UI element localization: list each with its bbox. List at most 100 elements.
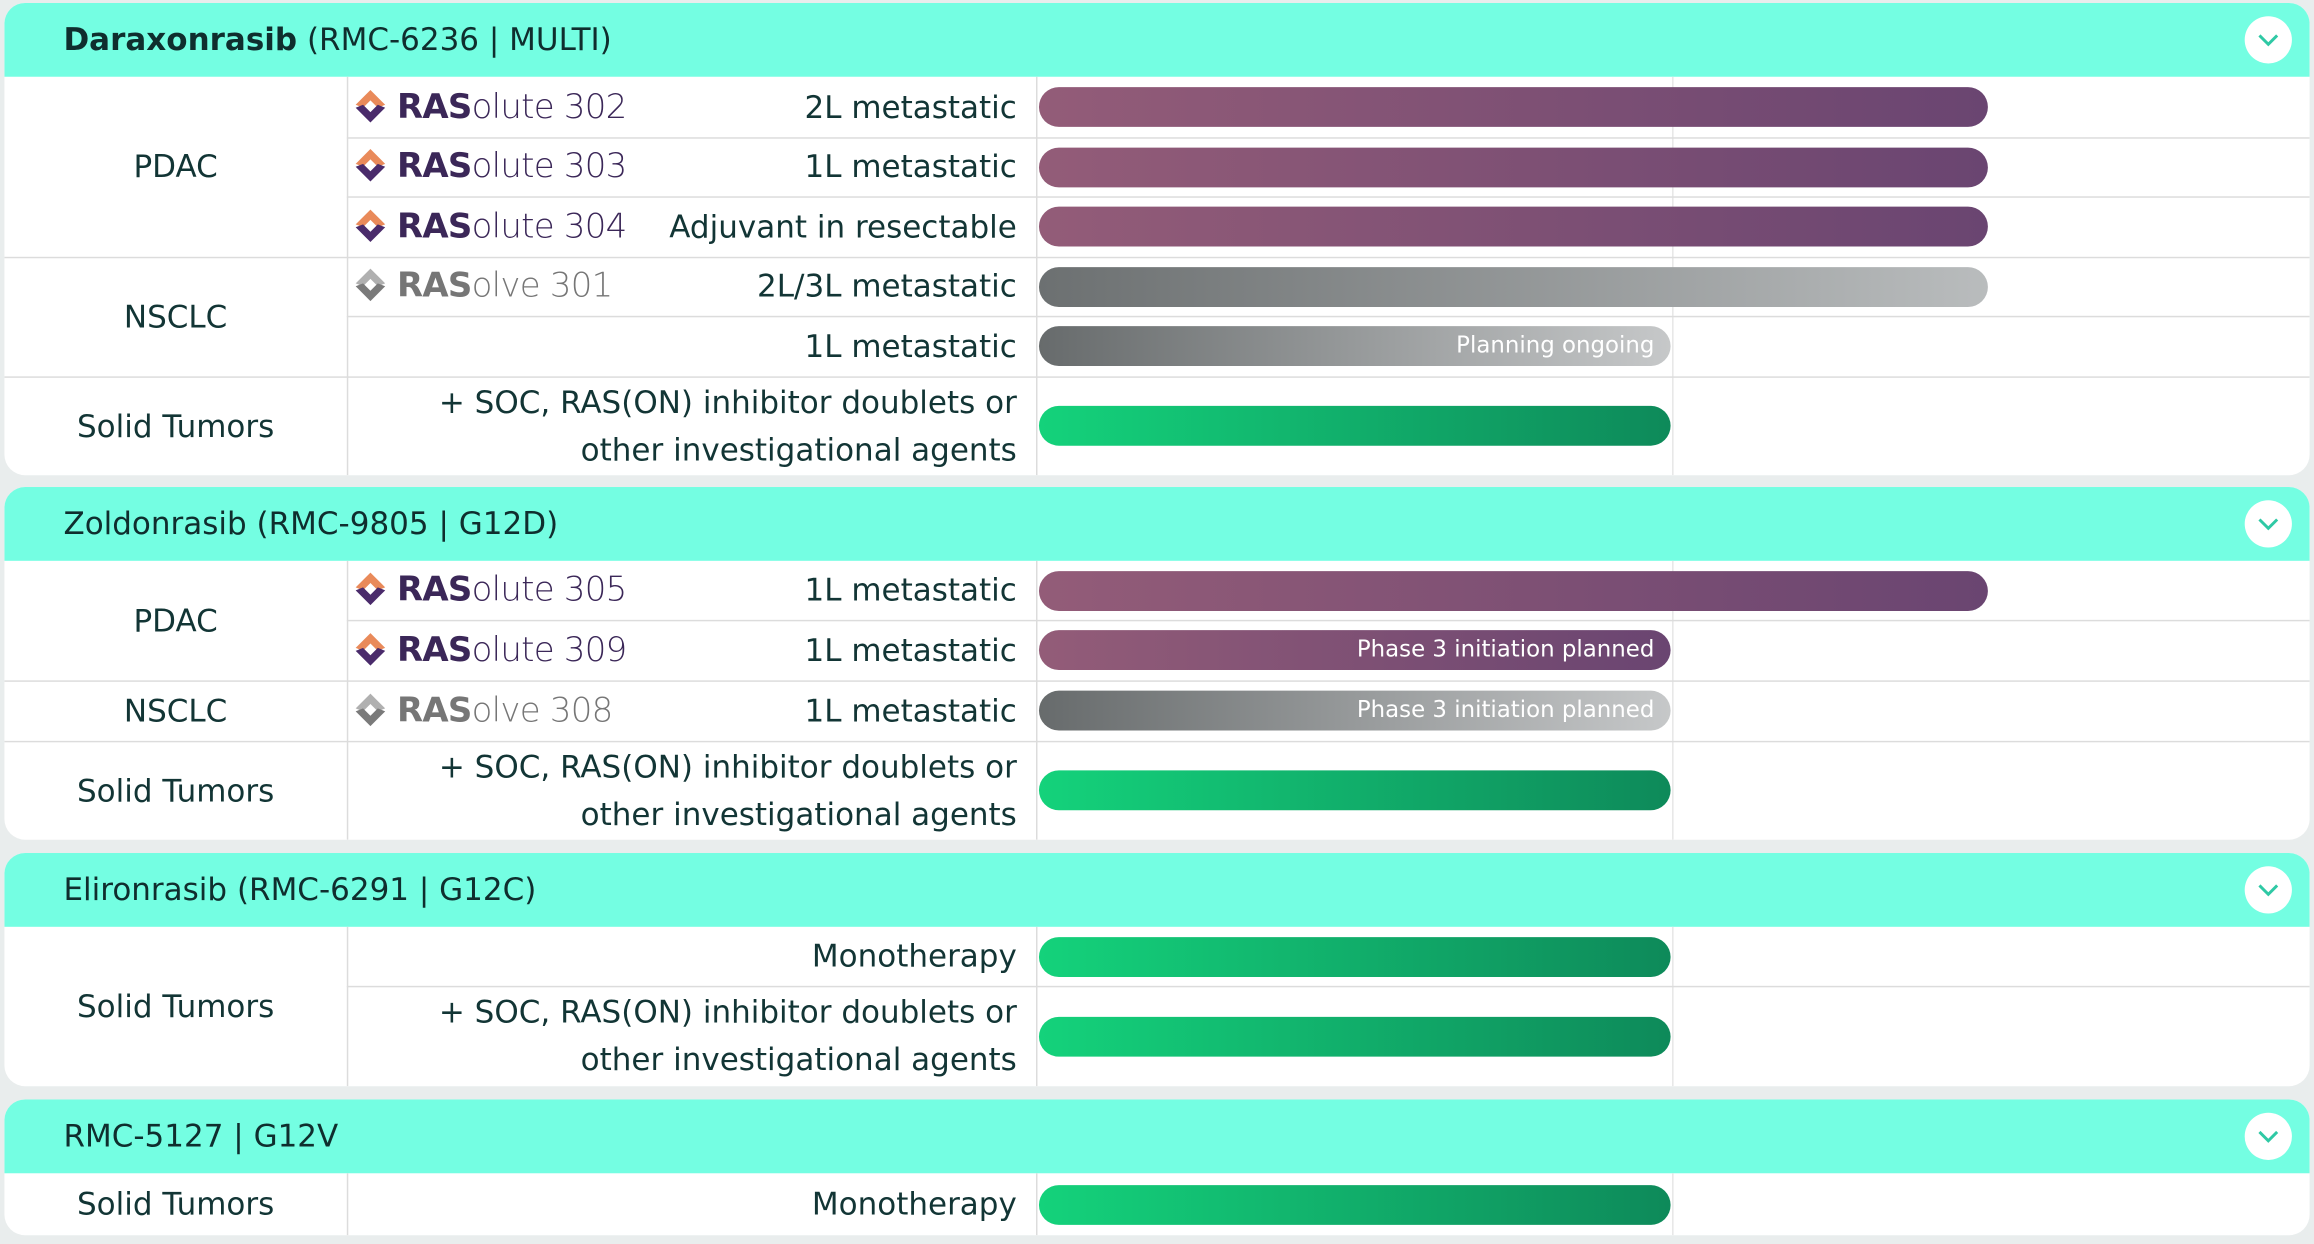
- setting: Monotherapy: [359, 927, 1017, 986]
- progress-bar: [1038, 1184, 1671, 1225]
- chevron: [2258, 1130, 2279, 1143]
- bar-label: Phase 3 initiation planned: [1356, 636, 1655, 663]
- logo-part: [355, 572, 386, 591]
- trial: RAS olute 304: [353, 196, 627, 257]
- trial-name: olute 305: [471, 571, 628, 610]
- progress-bar: [1038, 206, 1988, 247]
- trial-brand: RAS: [396, 267, 472, 306]
- trial-logo: [355, 89, 386, 122]
- chevron: [2258, 33, 2279, 46]
- trial-name: olve 301: [471, 267, 614, 306]
- progress-bar: [1038, 936, 1671, 977]
- trial-logo: [355, 572, 386, 606]
- setting-line: other investigational agents: [580, 431, 1017, 468]
- setting-line: other investigational agents: [580, 796, 1017, 832]
- column-divider: [346, 926, 349, 1087]
- section-card: RMC-5127 | G12V Solid Tumors Monotherapy: [4, 1099, 2310, 1236]
- row-separator: [346, 196, 2310, 198]
- phase-divider: [1672, 1173, 1674, 1236]
- setting-line: 1L metastatic: [804, 692, 1017, 729]
- indication: Solid Tumors: [76, 772, 275, 809]
- column-divider: [346, 1173, 349, 1236]
- trial-brand: RAS: [396, 691, 472, 730]
- column-divider: [346, 76, 349, 476]
- logo-part: [355, 647, 386, 665]
- logo-part: [355, 268, 386, 287]
- setting-line: 1L metastatic: [804, 572, 1017, 609]
- indication: PDAC: [133, 149, 218, 185]
- section-header: Elironrasib (RMC-6291 | G12C): [4, 853, 2310, 927]
- trial-logo: [355, 268, 386, 302]
- section-card: Zoldonrasib (RMC-9805 | G12D) PDAC 1L meta…: [4, 487, 2310, 840]
- progress-bar: [1038, 405, 1671, 446]
- group-separator: [4, 740, 2310, 743]
- group-separator: [4, 256, 2310, 259]
- progress-bar: [1038, 146, 1988, 187]
- logo-part: [355, 149, 386, 167]
- expand-toggle[interactable]: [2244, 1112, 2292, 1160]
- progress-bar: [1038, 266, 1988, 307]
- setting: + SOC, RAS(ON) inhibitor doublets or othe…: [359, 741, 1017, 840]
- trial: RAS olute 302: [353, 77, 627, 138]
- progress-bar: Phase 3 initiation planned: [1038, 630, 1671, 671]
- setting-line: 1L metastatic: [804, 328, 1017, 364]
- section-card: Daraxonrasib (RMC-6236 | MULTI) PDAC 2L me…: [4, 2, 2310, 476]
- setting: + SOC, RAS(ON) inhibitor doublets or othe…: [359, 376, 1017, 475]
- chevron-path: [2258, 883, 2279, 896]
- trial-name: olute 303: [471, 147, 628, 186]
- logo-part: [355, 587, 386, 606]
- logo-part: [355, 104, 386, 122]
- trial: RAS olute 303: [353, 137, 627, 196]
- expand-toggle[interactable]: [2244, 500, 2292, 548]
- logo-part: [355, 208, 386, 227]
- setting-line: Monotherapy: [811, 1186, 1017, 1222]
- indication: NSCLC: [123, 692, 228, 729]
- setting: 1L metastatic: [359, 620, 1017, 681]
- section-title: RMC-5127 | G12V: [63, 1118, 339, 1155]
- setting: 1L metastatic: [359, 137, 1017, 196]
- group-separator: [4, 680, 2310, 682]
- setting-line: + SOC, RAS(ON) inhibitor doublets or: [438, 384, 1017, 420]
- setting-line: + SOC, RAS(ON) inhibitor doublets or: [438, 748, 1017, 785]
- progress-bar: [1038, 570, 1988, 611]
- bar-label: Phase 3 initiation planned: [1356, 696, 1655, 724]
- progress-bar: [1038, 770, 1671, 811]
- expand-toggle[interactable]: [2244, 866, 2292, 914]
- trial-logo: [355, 692, 386, 726]
- section-title: Zoldonrasib (RMC-9805 | G12D): [63, 506, 559, 542]
- progress-bar: Planning ongoing: [1038, 326, 1671, 366]
- trial-name: olute 304: [471, 207, 628, 246]
- section-title: Elironrasib (RMC-6291 | G12C): [63, 872, 537, 908]
- logo-part: [355, 223, 386, 242]
- indication: NSCLC: [123, 298, 228, 335]
- drug-name: Daraxonrasib: [63, 22, 298, 58]
- trial: RAS olute 309: [353, 620, 627, 681]
- indication: Solid Tumors: [76, 1186, 275, 1222]
- row-separator: [346, 315, 2310, 318]
- setting: 2L/3L metastatic: [359, 257, 1017, 316]
- section-header: RMC-5127 | G12V: [4, 1099, 2310, 1174]
- trial: RAS olve 301: [353, 257, 613, 316]
- trial: RAS olve 308: [353, 680, 613, 741]
- setting-line: 1L metastatic: [804, 632, 1017, 668]
- progress-bar: Phase 3 initiation planned: [1038, 690, 1671, 731]
- column-divider: [346, 560, 349, 840]
- row-separator: [346, 985, 2310, 988]
- column-divider: [1036, 1173, 1038, 1236]
- phase-divider: [1672, 926, 1674, 1087]
- trial-brand: RAS: [396, 571, 472, 610]
- trial: RAS olute 305: [353, 561, 627, 620]
- setting: + SOC, RAS(ON) inhibitor doublets or othe…: [359, 986, 1017, 1086]
- logo-part: [355, 163, 386, 182]
- indication: Solid Tumors: [76, 408, 275, 444]
- setting-line: 2L metastatic: [804, 89, 1017, 125]
- expand-toggle[interactable]: [2244, 16, 2292, 64]
- setting-line: 1L metastatic: [804, 149, 1017, 185]
- column-divider: [1036, 560, 1038, 840]
- row-separator: [346, 137, 2310, 139]
- progress-bar: [1038, 1016, 1671, 1056]
- section-header: Zoldonrasib (RMC-9805 | G12D): [4, 487, 2310, 561]
- indication: PDAC: [133, 602, 218, 639]
- trial-name: olute 309: [471, 630, 628, 670]
